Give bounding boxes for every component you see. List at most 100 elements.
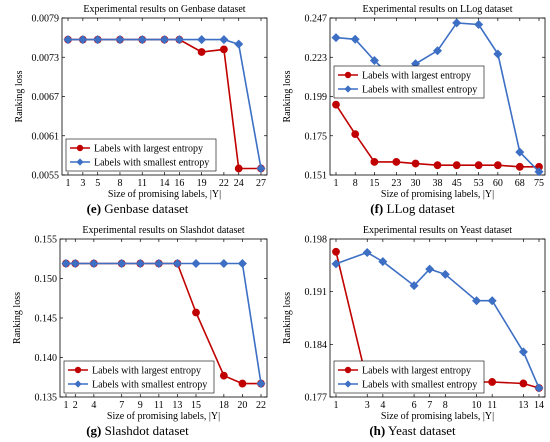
legend-marker <box>344 85 352 93</box>
x-tick-label: 24 <box>234 178 244 189</box>
data-point <box>474 20 484 30</box>
data-point <box>332 100 340 109</box>
x-axis-label: Size of promising labels, |Y| <box>381 189 494 200</box>
y-tick-label: 0.0079 <box>32 14 60 25</box>
x-tick-label: 4 <box>380 400 385 411</box>
caption-f: (f) LLog dataset <box>275 201 550 217</box>
legend-label: Labels with largest entropy <box>362 366 471 377</box>
y-axis-label: Ranking loss <box>14 70 25 122</box>
legend-marker <box>76 144 84 152</box>
x-tick-label: 15 <box>191 400 201 411</box>
data-point <box>515 162 524 171</box>
y-tick-label: 0.223 <box>305 53 328 64</box>
x-tick-label: 1 <box>334 400 339 411</box>
x-tick-label: 13 <box>518 400 528 411</box>
x-tick-label: 3 <box>80 178 85 189</box>
x-tick-label: 15 <box>369 178 379 189</box>
data-point <box>174 35 184 45</box>
data-point <box>425 264 435 274</box>
legend-entry: Labels with largest entropy <box>338 366 471 377</box>
x-tick-label: 6 <box>412 400 417 411</box>
data-point <box>331 33 341 43</box>
data-point <box>440 269 450 279</box>
data-point <box>159 35 170 45</box>
data-point <box>411 159 420 168</box>
y-tick-label: 0.175 <box>305 131 328 142</box>
data-point <box>493 161 502 170</box>
legend-marker <box>74 366 82 374</box>
y-tick-label: 0.247 <box>305 14 328 25</box>
legend-marker <box>74 380 82 388</box>
x-tick-label: 9 <box>138 400 143 411</box>
legend-label: Labels with largest entropy <box>362 71 471 82</box>
x-tick-label: 14 <box>534 400 544 411</box>
caption-g-text: Slashdot dataset <box>104 423 189 438</box>
x-tick-label: 20 <box>237 400 247 411</box>
data-point <box>137 35 147 45</box>
legend-box <box>65 138 217 172</box>
data-point <box>362 248 372 258</box>
data-point <box>219 258 229 268</box>
legend-label: Labels with smallest entropy <box>94 158 209 169</box>
data-point <box>237 258 247 268</box>
y-tick-label: 0.0073 <box>32 53 60 64</box>
data-point <box>487 296 497 306</box>
caption-f-text: LLog dataset <box>386 201 455 216</box>
legend-marker <box>344 380 352 388</box>
data-point <box>392 158 401 166</box>
data-point <box>409 281 419 291</box>
chart-title: Experimental results on Yeast dataset <box>363 225 512 236</box>
data-point <box>370 158 379 166</box>
x-tick-label: 11 <box>137 178 147 189</box>
x-tick-label: 22 <box>219 178 229 189</box>
caption-f-letter: (f) <box>370 201 384 216</box>
data-point <box>519 379 528 388</box>
legend-marker <box>344 71 352 79</box>
x-axis-label: Size of promising labels, |Y| <box>108 189 221 200</box>
data-point <box>534 383 544 393</box>
data-point <box>351 130 360 139</box>
data-point <box>515 147 525 157</box>
legend-label: Labels with smallest entropy <box>362 380 477 391</box>
caption-g-letter: (g) <box>86 423 102 438</box>
data-point <box>331 259 341 269</box>
data-point <box>332 247 340 256</box>
series-smallest-entropy <box>61 258 266 389</box>
data-point <box>219 35 229 45</box>
legend-marker <box>344 366 352 374</box>
plot-frame <box>329 238 546 398</box>
x-tick-label: 7 <box>427 400 432 411</box>
x-tick-label: 18 <box>219 400 229 411</box>
legend: Labels with largest entropy Labels with s… <box>333 65 485 99</box>
data-point <box>192 308 200 317</box>
x-tick-label: 22 <box>256 400 266 411</box>
y-tick-label: 0.0067 <box>32 92 60 103</box>
legend-entry: Labels with smallest entropy <box>68 380 207 391</box>
x-tick-label: 1 <box>64 400 69 411</box>
legend-entry: Labels with smallest entropy <box>70 158 209 169</box>
data-point <box>234 39 244 49</box>
y-tick-label: 0.0055 <box>32 171 60 182</box>
legend-label: Labels with largest entropy <box>92 366 201 377</box>
x-tick-label: 16 <box>174 178 184 189</box>
data-point <box>93 35 103 45</box>
series-line <box>335 251 540 389</box>
chart-title: Experimental results on LLog dataset <box>363 4 513 15</box>
data-point <box>378 257 388 267</box>
legend-entry: Labels with largest entropy <box>70 144 203 155</box>
legend-entry: Labels with smallest entropy <box>338 85 477 96</box>
caption-h-text: Yeast dataset <box>388 423 456 438</box>
y-tick-label: 0.0061 <box>32 131 60 142</box>
x-tick-label: 45 <box>452 178 462 189</box>
legend-label: Labels with smallest entropy <box>362 85 477 96</box>
x-tick-label: 3 <box>365 400 370 411</box>
data-point <box>493 49 503 59</box>
data-point <box>219 371 228 380</box>
data-point <box>197 35 207 45</box>
y-axis-label: Ranking loss <box>282 70 293 122</box>
caption-g: (g) Slashdot dataset <box>0 423 275 439</box>
chart-3: Experimental results on Yeast dataset 0.1… <box>282 225 546 422</box>
x-tick-label: 60 <box>493 178 503 189</box>
legend-label: Labels with smallest entropy <box>92 380 207 391</box>
x-tick-label: 53 <box>474 178 484 189</box>
